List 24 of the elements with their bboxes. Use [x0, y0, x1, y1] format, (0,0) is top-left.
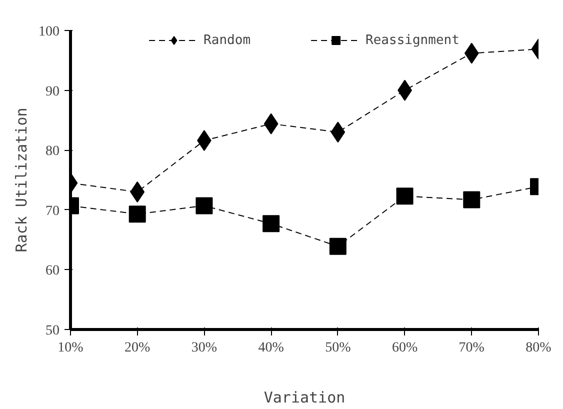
- point: [196, 197, 213, 214]
- x-axis-title: Variation: [264, 388, 346, 406]
- y-tick-label: 90: [46, 84, 60, 100]
- point: [262, 215, 280, 232]
- x-tick-label: 10%: [58, 340, 84, 356]
- x-tick-label: 30%: [191, 340, 218, 356]
- y-axis-title: Rack Utilization: [12, 108, 30, 252]
- y-tick-label: 70: [46, 204, 60, 219]
- legend-label: Random: [204, 32, 251, 48]
- x-tick-label: 50%: [325, 340, 352, 356]
- y-tick-label: 100: [38, 24, 60, 40]
- legend-label: Reassignment: [366, 32, 460, 48]
- y-tick-label: 60: [46, 264, 60, 279]
- x-tick-label: 80%: [526, 340, 552, 356]
- point: [396, 188, 414, 205]
- point: [128, 206, 146, 223]
- x-tick-label: 70%: [458, 340, 485, 356]
- point: [329, 238, 346, 255]
- x-tick-label: 60%: [392, 340, 418, 356]
- point: [463, 191, 480, 208]
- x-tick-label: 40%: [258, 340, 284, 356]
- y-tick-label: 80: [46, 144, 60, 160]
- y-tick-label: 50: [46, 324, 60, 338]
- x-tick-label: 20%: [124, 340, 151, 356]
